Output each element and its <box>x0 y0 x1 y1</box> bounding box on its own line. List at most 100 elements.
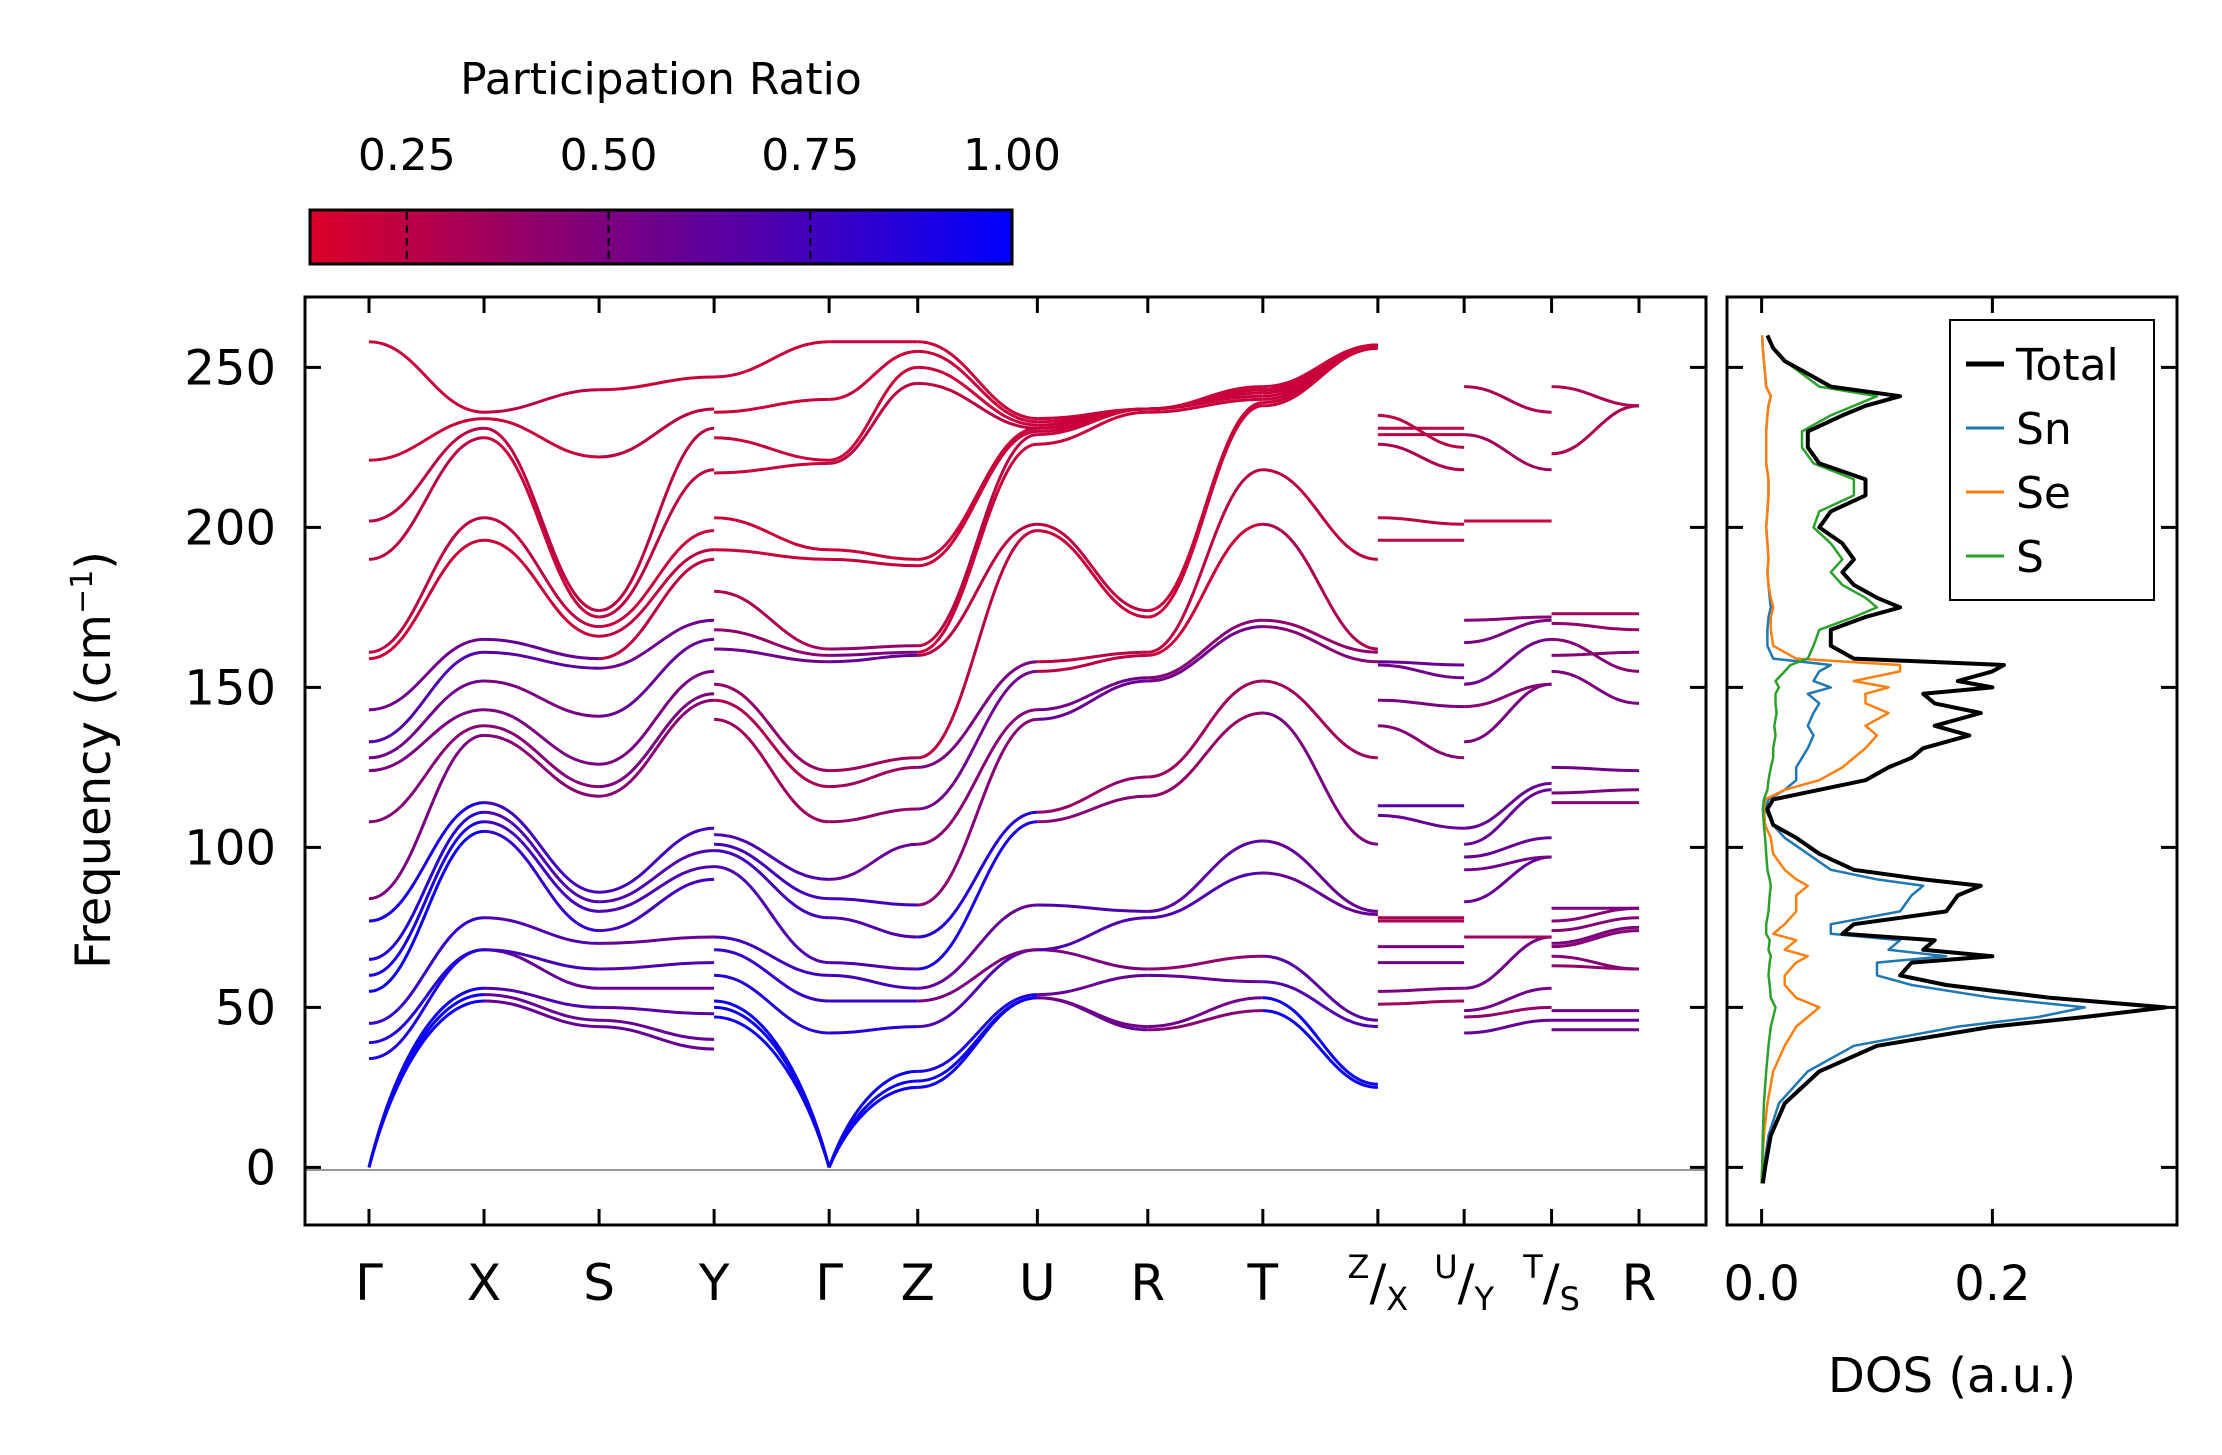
band-branch <box>917 429 1038 568</box>
band-branch <box>714 717 830 824</box>
band-branch <box>829 756 918 773</box>
kpoint-label-lower: S <box>1560 1280 1580 1318</box>
band-branch <box>1262 618 1378 654</box>
band-branch <box>829 973 918 990</box>
band-branch <box>484 993 600 1022</box>
band-branch <box>484 733 600 798</box>
band-branch <box>714 436 830 462</box>
band-branch <box>1377 663 1465 680</box>
band-branch <box>917 717 1038 907</box>
kpoint-label: U <box>1019 1254 1056 1312</box>
band-branch <box>1464 682 1552 744</box>
band-x-axis: Γ X S Y Γ Z U R T Z/XU/YT/S R <box>355 297 1656 1318</box>
band-branch <box>368 538 485 661</box>
band-branch <box>1551 621 1640 632</box>
band-branch <box>1377 999 1465 1006</box>
kpoint-label: U/Y <box>1434 1248 1494 1318</box>
band-branch <box>1377 413 1465 449</box>
band-branch <box>829 842 918 881</box>
band-branch <box>1037 948 1148 971</box>
band-branch <box>484 637 600 661</box>
band-branch <box>1147 468 1264 654</box>
legend-label-se: Se <box>2016 468 2071 519</box>
band-branch <box>917 365 1038 427</box>
band-branch <box>1262 954 1378 1022</box>
band-branch <box>483 538 600 638</box>
band-branch <box>1262 711 1378 846</box>
band-branch <box>714 842 830 901</box>
colorbar: Participation Ratio 0.25 0.50 0.75 1.00 <box>308 54 1061 266</box>
band-branch <box>599 826 715 894</box>
band-branch <box>917 903 1038 990</box>
kpoint-label: T/S <box>1522 1248 1580 1318</box>
band-branch <box>367 986 485 1168</box>
band-branch <box>368 516 485 654</box>
band-branch <box>368 820 485 977</box>
band-branch <box>714 397 830 414</box>
kpoint-label-lower: Y <box>1474 1280 1495 1318</box>
band-branch <box>1464 615 1552 622</box>
band-branch <box>1262 343 1378 389</box>
band-branch <box>714 833 830 881</box>
band-branch <box>829 349 918 401</box>
band-branch <box>599 698 715 798</box>
band-branch <box>1262 679 1378 760</box>
band-branch <box>368 948 485 1045</box>
band-branch <box>917 340 1038 421</box>
band-branch <box>1551 669 1640 705</box>
band-branch <box>714 999 831 1168</box>
colorbar-tick-label: 1.00 <box>963 130 1061 181</box>
band-branch <box>484 986 600 1009</box>
legend-label-total: Total <box>2015 340 2119 391</box>
kpoint-label: R <box>1130 1254 1165 1312</box>
band-branch <box>829 1025 918 1035</box>
band-branch <box>599 1005 715 1016</box>
band-branch <box>484 999 600 1029</box>
band-branch <box>1147 625 1263 683</box>
dos-x-tick-label: 0.2 <box>1954 1256 2030 1312</box>
band-branch <box>1262 522 1378 651</box>
band-branch <box>1147 397 1263 414</box>
dos-panel: 0.0 0.2 DOS (a.u.) Total Sn Se S <box>1723 295 2179 1404</box>
band-branch <box>1037 775 1148 814</box>
band-branch <box>1464 935 1552 990</box>
band-branch <box>714 548 830 561</box>
band-branch <box>1147 1009 1263 1032</box>
band-y-tick-label: 250 <box>184 340 276 396</box>
band-branch <box>917 433 1038 648</box>
band-branch <box>917 810 1038 939</box>
band-branch <box>829 916 918 939</box>
band-branch <box>368 436 485 561</box>
dos-line-se <box>1760 335 1902 1184</box>
dos-x-tick-label: 0.0 <box>1723 1256 1799 1312</box>
band-branch <box>484 679 600 718</box>
band-branch <box>368 708 485 773</box>
band-branch <box>917 349 1038 424</box>
band-branch <box>1464 986 1552 1013</box>
band-branch <box>1464 433 1552 472</box>
band-y-tick-label: 100 <box>184 820 276 876</box>
band-branch <box>1037 650 1148 664</box>
band-branch <box>1464 618 1552 645</box>
band-branch <box>1551 404 1640 456</box>
band-branch <box>484 724 600 789</box>
band-branch <box>917 993 1038 1073</box>
band-branch <box>599 849 715 904</box>
dos-x-axis-label: DOS (a.u.) <box>1828 1348 2076 1404</box>
band-branch <box>599 669 715 766</box>
band-branch <box>829 650 918 657</box>
band-branch <box>368 916 485 1025</box>
dos-line-total <box>1760 334 2168 1184</box>
legend-box <box>1949 319 2155 601</box>
dos-axes-frame <box>1725 295 2179 1227</box>
band-branch <box>484 417 600 459</box>
kpoint-label: S <box>583 1254 615 1312</box>
band-branch <box>1262 839 1378 913</box>
band-branch <box>714 1015 831 1168</box>
band-branch <box>368 679 485 760</box>
kpoint-label: Z/X <box>1348 1248 1409 1318</box>
band-branch <box>714 698 830 789</box>
band-y-tick-label: 150 <box>184 660 276 716</box>
band-branch <box>1147 839 1263 913</box>
band-branch <box>1551 925 1640 945</box>
